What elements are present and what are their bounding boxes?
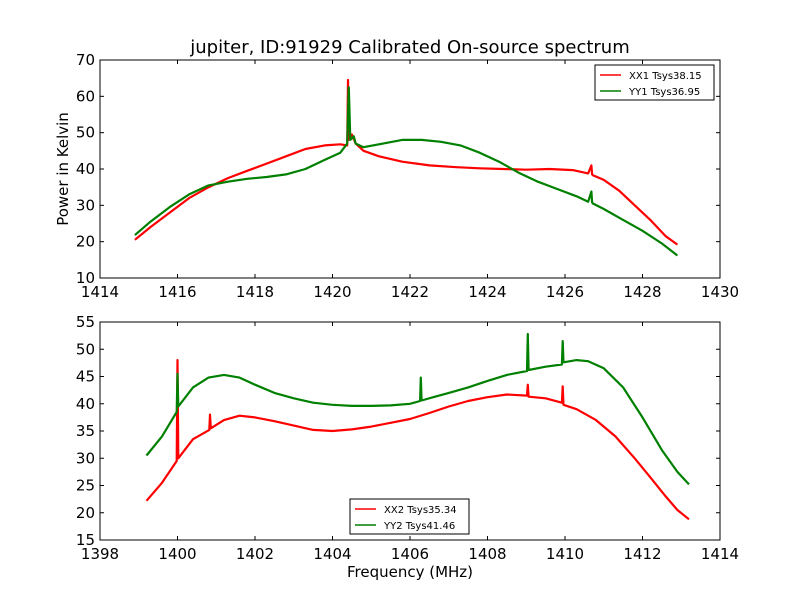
y-tick-label: 70 [76, 51, 95, 69]
legend-box [349, 498, 470, 535]
y-tick-label: 15 [76, 531, 95, 549]
y-tick-label: 30 [76, 449, 95, 467]
y-tick-label: 40 [76, 395, 95, 413]
y-tick-label: 40 [76, 160, 95, 178]
legend: XX1 Tsys38.15 YY1 Tsys36.95 [594, 64, 715, 101]
x-axis-label: Frequency (MHz) [347, 563, 473, 581]
x-tick-label: 1418 [236, 283, 274, 301]
legend: XX2 Tsys35.34 YY2 Tsys41.46 [349, 498, 470, 535]
x-tick-label: 1400 [158, 545, 196, 563]
y-tick-label: 20 [76, 504, 95, 522]
y-tick-label: 20 [76, 233, 95, 251]
legend-label: XX1 Tsys38.15 [629, 71, 702, 82]
figure-title: jupiter, ID:91929 Calibrated On-source s… [189, 37, 630, 58]
x-tick-label: 1424 [468, 283, 506, 301]
x-tick-label: 1420 [313, 283, 351, 301]
x-tick-label: 1426 [546, 283, 584, 301]
x-tick-label: 1412 [623, 545, 661, 563]
x-tick-label: 1428 [623, 283, 661, 301]
x-tick-label: 1430 [701, 283, 739, 301]
x-tick-label: 1414 [701, 545, 739, 563]
y-tick-label: 45 [76, 368, 95, 386]
x-tick-label: 1416 [158, 283, 196, 301]
legend-label: YY1 Tsys36.95 [628, 87, 700, 98]
y-tick-label: 50 [76, 340, 95, 358]
y-tick-label: 25 [76, 477, 95, 495]
legend-box [594, 64, 715, 101]
x-tick-label: 1410 [546, 545, 584, 563]
bottom-plot: 1398 1400 1402 1404 1406 1408 1410 1412 1414 15 20… [76, 313, 739, 563]
legend-label: XX2 Tsys35.34 [384, 505, 457, 516]
y-tick-label: 55 [76, 313, 95, 331]
series-line-2-2 [145, 332, 690, 486]
x-tick-label: 1408 [468, 545, 506, 563]
x-tick-label: 1402 [236, 545, 274, 563]
x-tick-label: 1404 [313, 545, 351, 563]
series-line-1-2 [134, 86, 679, 257]
x-tick-label: 1422 [391, 283, 429, 301]
legend-label: YY2 Tsys41.46 [383, 521, 455, 532]
y-tick-label: 30 [76, 196, 95, 214]
series-line-1-1 [134, 78, 679, 246]
y-tick-label: 60 [76, 87, 95, 105]
y-axis-label: Power in Kelvin [54, 112, 72, 226]
x-tick-label: 1414 [81, 283, 119, 301]
y-tick-label: 35 [76, 422, 95, 440]
top-plot: 1414 1416 1418 1420 1422 1424 1426 1428 1430 10 20… [76, 51, 739, 301]
x-tick-label: 1398 [81, 545, 119, 563]
y-tick-label: 10 [76, 269, 95, 287]
series-line-2-1 [145, 359, 690, 521]
y-tick-label: 50 [76, 124, 95, 142]
x-tick-label: 1406 [391, 545, 429, 563]
